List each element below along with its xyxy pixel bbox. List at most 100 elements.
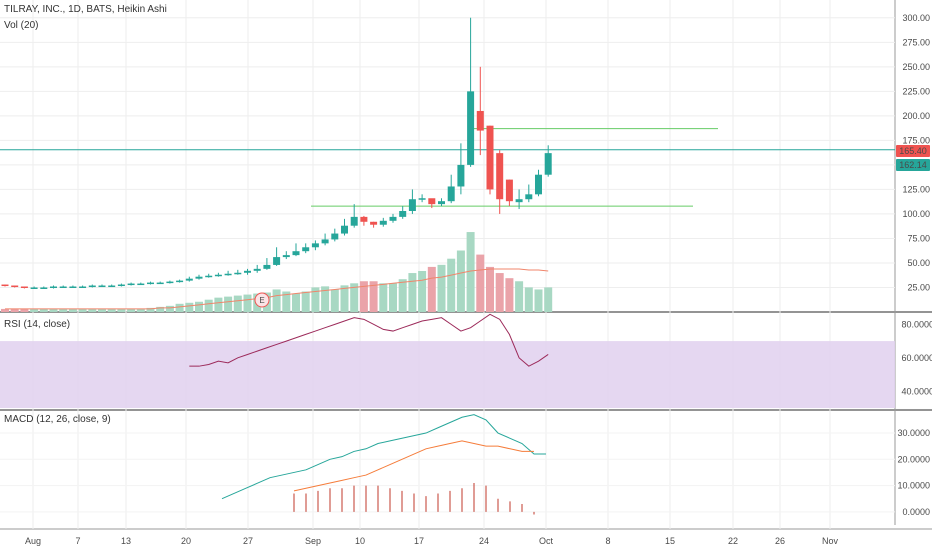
candle-body xyxy=(263,264,271,269)
volume-bar xyxy=(204,299,213,312)
y-tick-label: 200.00 xyxy=(902,111,930,121)
volume-bar xyxy=(59,308,68,312)
volume-bar xyxy=(107,308,116,312)
y-tick-label: 225.00 xyxy=(902,86,930,96)
candle-body xyxy=(438,201,445,205)
x-tick-label: Aug xyxy=(25,536,41,546)
volume-bar xyxy=(495,273,504,312)
candle-body xyxy=(370,221,378,225)
rsi-tick-label: 80.0000 xyxy=(901,319,932,329)
candle-body xyxy=(185,278,193,281)
volume-label: Vol (20) xyxy=(4,20,39,31)
volume-bar xyxy=(359,281,368,312)
volume-bar xyxy=(20,308,29,312)
candle-body xyxy=(535,174,542,195)
earnings-marker-label: E xyxy=(259,296,264,305)
volume-bar xyxy=(165,305,174,312)
candle-body xyxy=(341,225,348,234)
volume-bar xyxy=(136,308,145,312)
x-tick-label: 26 xyxy=(775,536,785,546)
candle-body xyxy=(302,247,310,252)
volume-bar xyxy=(49,308,58,312)
candle-body xyxy=(350,216,358,226)
y-tick-label: 125.00 xyxy=(902,184,930,194)
volume-bar xyxy=(224,296,233,312)
volume-bar xyxy=(418,271,427,312)
volume-bar xyxy=(437,264,446,312)
rsi-band xyxy=(0,341,895,408)
candle-body xyxy=(244,270,251,273)
candle-body xyxy=(457,164,465,187)
candle-body xyxy=(108,285,116,288)
candle-body xyxy=(525,194,533,200)
candle-body xyxy=(147,282,154,285)
y-tick-label: 100.00 xyxy=(902,209,930,219)
candle-body xyxy=(253,268,261,271)
y-tick-label: 50.00 xyxy=(907,258,930,268)
y-tick-label: 275.00 xyxy=(902,37,930,47)
volume-bar xyxy=(39,308,48,312)
volume-bar xyxy=(10,308,19,312)
candle-body xyxy=(486,125,494,190)
volume-bar xyxy=(427,266,436,312)
volume-bar xyxy=(127,308,136,312)
candle-body xyxy=(195,276,203,279)
candle-body xyxy=(59,286,67,289)
volume-bar xyxy=(534,289,543,312)
candle-body xyxy=(331,233,339,240)
candle-body xyxy=(292,251,300,256)
candle-body xyxy=(50,286,57,289)
price-badge-label: 162.14 xyxy=(899,160,927,170)
candle-body xyxy=(137,283,145,286)
volume-bar xyxy=(466,232,475,312)
macd-tick-label: 10.0000 xyxy=(897,481,930,491)
candle-body xyxy=(447,186,455,202)
candle-body xyxy=(156,282,164,285)
candle-body xyxy=(505,179,513,202)
volume-bar xyxy=(1,308,9,312)
volume-bar xyxy=(282,291,291,312)
x-tick-label: 8 xyxy=(605,536,610,546)
title-label: TILRAY, INC., 1D, BATS, Heikin Ashi xyxy=(4,4,167,15)
candle-body xyxy=(30,287,38,289)
volume-bar xyxy=(515,281,524,312)
volume-bar xyxy=(30,308,39,312)
y-tick-label: 25.00 xyxy=(907,282,930,292)
candle-body xyxy=(214,274,222,277)
candle-body xyxy=(467,91,475,165)
volume-bar xyxy=(292,293,300,312)
volume-bar xyxy=(301,291,310,312)
x-tick-label: 17 xyxy=(414,536,424,546)
volume-bar xyxy=(156,306,165,312)
volume-bar xyxy=(195,301,203,312)
volume-bar xyxy=(88,308,97,312)
x-tick-label: Nov xyxy=(822,536,839,546)
candle-body xyxy=(205,275,213,278)
candle-body xyxy=(360,216,368,222)
y-tick-label: 250.00 xyxy=(902,62,930,72)
x-tick-label: 22 xyxy=(728,536,738,546)
volume-bar xyxy=(117,308,126,312)
volume-bar xyxy=(243,294,252,312)
rsi-tick-label: 40.0000 xyxy=(901,386,932,396)
earnings-marker xyxy=(254,292,270,308)
volume-bar xyxy=(379,283,388,312)
volume-bar xyxy=(321,286,330,312)
candle-body xyxy=(69,286,77,289)
volume-bar xyxy=(146,307,155,312)
x-tick-label: Sep xyxy=(305,536,321,546)
volume-bar xyxy=(369,281,378,312)
volume-bar xyxy=(185,302,194,312)
volume-bar xyxy=(340,285,349,312)
candle-body xyxy=(389,216,397,221)
candle-body xyxy=(282,255,290,258)
candle-body xyxy=(79,286,87,289)
candle-body xyxy=(379,220,387,225)
candle-body xyxy=(40,287,48,289)
candle-body xyxy=(224,273,232,276)
candle-body xyxy=(544,153,552,175)
volume-bar xyxy=(98,308,106,312)
candle-body xyxy=(166,281,174,284)
candle-body xyxy=(234,272,242,275)
volume-bar xyxy=(175,303,184,312)
